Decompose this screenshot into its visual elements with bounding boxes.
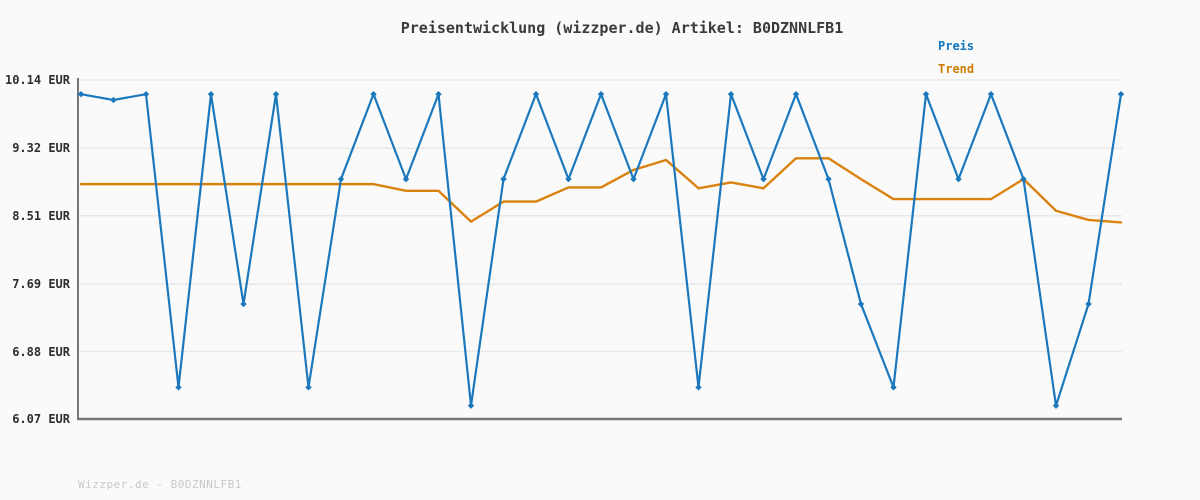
price-point-marker xyxy=(272,90,280,98)
chart-title: Preisentwicklung (wizzper.de) Artikel: B… xyxy=(400,19,844,37)
price-point-marker xyxy=(630,175,637,183)
trend-line xyxy=(79,157,1123,224)
legend-item-trend[interactable]: Trend xyxy=(938,62,975,76)
price-point-marker xyxy=(955,175,962,183)
price-point-marker xyxy=(1020,175,1027,183)
price-point-marker xyxy=(890,384,897,391)
price-point-marker xyxy=(142,90,150,98)
price-point-marker xyxy=(922,90,930,98)
price-point-marker xyxy=(240,300,247,308)
price-point-marker xyxy=(1052,402,1060,409)
y-axis-tick-label: 6.07 EUR xyxy=(12,412,70,426)
y-axis-tick-label: 10.14 EUR xyxy=(4,73,70,87)
price-point-marker xyxy=(337,175,345,183)
price-point-marker xyxy=(695,384,702,391)
price-point-marker xyxy=(662,90,670,98)
price-point-marker xyxy=(207,90,215,98)
price-point-marker xyxy=(987,90,995,98)
legend-item-preis[interactable]: Preis xyxy=(938,39,975,53)
price-point-marker xyxy=(1085,300,1092,308)
price-point-marker xyxy=(760,175,767,183)
watermark-text: Wizzper.de - B0DZNNLFB1 xyxy=(78,478,242,491)
chart-legend: Preis Trend xyxy=(938,39,974,76)
price-point-marker xyxy=(467,402,475,409)
y-axis-tick-label: 8.51 EUR xyxy=(12,208,70,223)
y-axis-tick-label: 9.32 EUR xyxy=(12,141,70,156)
price-point-marker xyxy=(532,90,540,98)
price-point-marker xyxy=(77,90,85,98)
price-point-marker xyxy=(857,300,865,308)
price-point-marker xyxy=(402,175,410,183)
price-point-marker xyxy=(175,384,182,391)
price-point-marker xyxy=(727,90,735,98)
price-point-marker xyxy=(597,90,605,98)
price-point-marker xyxy=(110,96,117,104)
price-point-marker xyxy=(500,175,507,183)
y-axis-tick-label: 7.69 EUR xyxy=(12,277,70,292)
price-point-marker xyxy=(435,90,442,98)
price-point-marker xyxy=(1117,90,1125,98)
price-point-marker xyxy=(792,90,800,98)
y-axis-tick-label: 6.88 EUR xyxy=(12,344,70,359)
price-point-marker xyxy=(825,175,832,183)
price-point-marker xyxy=(565,175,572,183)
price-point-marker xyxy=(370,90,377,98)
price-point-marker xyxy=(305,384,312,391)
price-line xyxy=(79,93,1123,407)
